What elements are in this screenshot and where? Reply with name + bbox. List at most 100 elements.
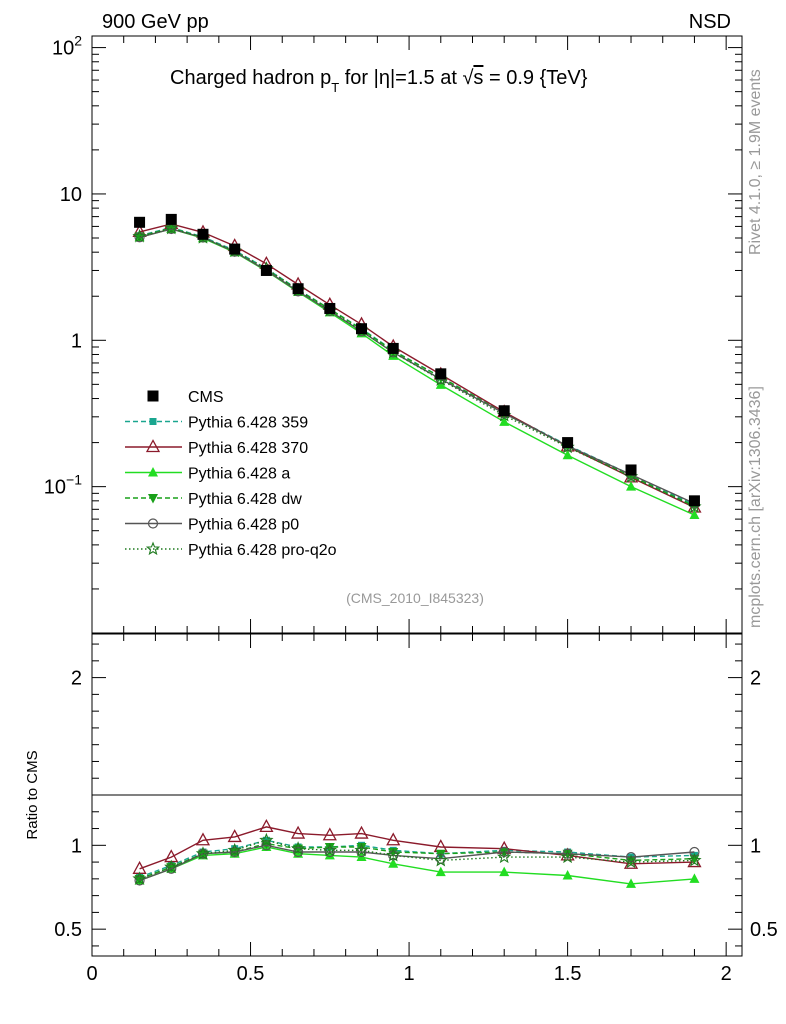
ratio-point [195, 832, 211, 846]
legend-marker [147, 518, 159, 529]
header-right: NSD [689, 11, 731, 33]
side-label-bottom: mcplots.cern.ch [arXiv:1306.3436] [747, 386, 764, 628]
ratio-point [324, 849, 335, 860]
ratio-point [354, 825, 369, 839]
main-ytick-label: 102 [52, 33, 82, 60]
data-point [387, 342, 399, 354]
ratio-point [560, 849, 575, 864]
legend-marker [147, 390, 159, 402]
series-point [689, 509, 700, 520]
ratio-point [687, 852, 702, 867]
data-point [229, 243, 241, 255]
ratio-point [435, 866, 446, 877]
legend-label: Pythia 6.428 359 [188, 415, 308, 432]
ratio-point [291, 825, 306, 839]
ratio-point [433, 852, 448, 867]
ratio-point [195, 846, 211, 860]
series-point [164, 220, 179, 235]
ratio-ylabel: Ratio to CMS [24, 750, 41, 839]
header-left: 900 GeV pp [102, 11, 209, 33]
ratio-ytick-label: 0.5 [54, 919, 82, 941]
ratio-line [139, 839, 695, 880]
main-ytick-label: 10−1 [44, 472, 82, 499]
series-point [626, 481, 637, 491]
ratio-point [290, 841, 306, 855]
ratio-point [562, 848, 573, 859]
xtick-label: 1 [404, 963, 415, 985]
ratio-line [139, 846, 695, 885]
ratio-point [386, 832, 401, 846]
axis-ticks [91, 36, 742, 956]
ratio-point [562, 870, 573, 880]
legend-label: Pythia 6.428 pro-q2o [188, 542, 337, 559]
legend-label: Pythia 6.428 dw [188, 491, 302, 508]
ratio-point [292, 846, 304, 858]
data-point [356, 323, 368, 335]
data-point [324, 302, 336, 314]
ratio-line [139, 826, 695, 870]
ratio-point [499, 848, 510, 858]
ratio-point [354, 842, 369, 857]
data-point [688, 495, 700, 507]
ratio-point [499, 866, 510, 877]
main-frame [91, 35, 743, 634]
data-point [292, 283, 304, 295]
legend-label: CMS [188, 389, 224, 406]
ratio-point [689, 846, 700, 858]
series-line [139, 228, 695, 505]
ratio-point [134, 875, 145, 886]
series-point [499, 416, 510, 426]
watermark: (CMS_2010_I845323) [346, 590, 484, 606]
ratio-point [562, 849, 573, 860]
series-point [134, 232, 145, 243]
ratio-ytick-label: 2 [71, 668, 82, 690]
ratio-point [259, 832, 274, 847]
data-point [197, 228, 209, 240]
ratio-point [626, 878, 637, 888]
ratio-point [322, 827, 337, 841]
side-label-top: Rivet 4.1.0, ≥ 1.9M events [747, 69, 764, 255]
ratio-ytick-label-right: 1 [750, 835, 761, 857]
data-point [260, 264, 272, 276]
series-line [139, 227, 695, 507]
ratio-point [132, 871, 147, 885]
ratio-point [689, 854, 700, 865]
legend-marker [149, 418, 157, 425]
ratio-point [227, 842, 242, 857]
main-ytick-label: 10 [60, 184, 82, 206]
series-point [562, 449, 573, 460]
xtick-label: 0 [86, 963, 97, 985]
legend-marker [145, 439, 161, 453]
data-point [625, 464, 637, 476]
ratio-ytick-label-right: 2 [750, 668, 761, 690]
ratio-point [322, 842, 337, 857]
ratio-point [229, 846, 240, 858]
ratio-ytick-label-right: 0.5 [750, 919, 778, 941]
ratio-line [139, 839, 695, 878]
ratio-point [356, 846, 367, 858]
legend-marker [145, 541, 161, 556]
ratio-point [497, 849, 512, 864]
data-point [562, 437, 574, 449]
ratio-point [386, 847, 401, 862]
ratio-line [139, 844, 695, 882]
ratio-point [689, 873, 700, 883]
legend-label: Pythia 6.428 p0 [188, 517, 299, 534]
data-point [134, 216, 146, 228]
legend-label: Pythia 6.428 370 [188, 440, 308, 457]
ratio-point [388, 848, 399, 858]
ratio-point [227, 829, 242, 843]
series-point [132, 228, 147, 243]
data-point [498, 405, 510, 417]
xtick-label: 0.5 [237, 963, 265, 985]
xtick-label: 1.5 [554, 963, 582, 985]
chart-title: Charged hadron pT for |η|=1.5 at √s = 0.… [170, 67, 588, 95]
legend: CMS Pythia 6.428 359 Pythia 6.428 370 Pythi… [125, 389, 337, 559]
legend-label: Pythia 6.428 a [188, 466, 290, 483]
ratio-series [132, 819, 702, 888]
ratio-point [259, 819, 274, 833]
main-series [132, 213, 702, 520]
ratio-point [324, 846, 335, 858]
